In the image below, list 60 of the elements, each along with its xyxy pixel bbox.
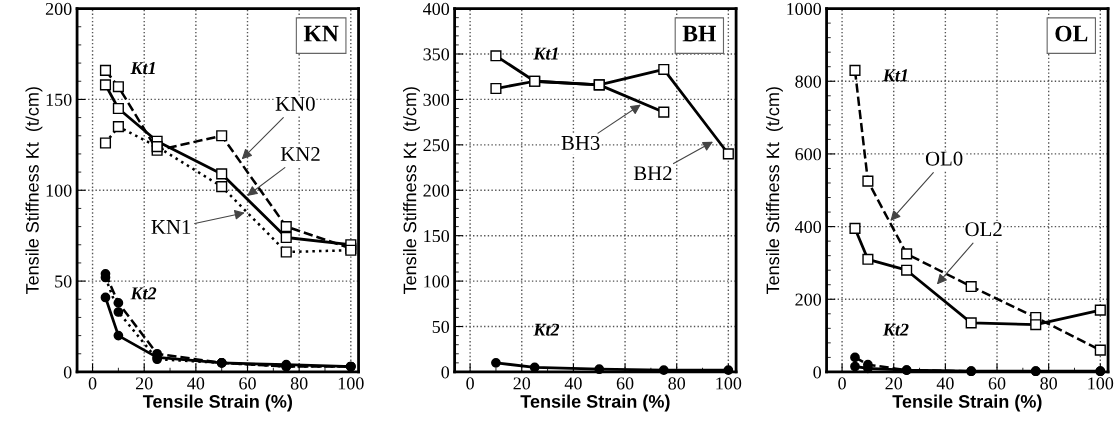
annotation: KN1 xyxy=(151,219,191,234)
x-tick-label: 0 xyxy=(838,377,846,390)
x-tick-label: 0 xyxy=(88,377,97,390)
x-tick-label: 100 xyxy=(716,377,742,390)
y-tick-label: 350 xyxy=(423,48,450,61)
y-tick-label: 200 xyxy=(423,184,450,197)
y-tick-label: 400 xyxy=(423,2,450,16)
annotation: Kt1 xyxy=(882,69,908,82)
y-tick-label: 100 xyxy=(46,184,72,197)
annotation: Kt2 xyxy=(882,323,909,336)
x-tick-label: 80 xyxy=(1040,377,1058,390)
y-tick-label: 200 xyxy=(795,293,822,306)
y-tick-label: 600 xyxy=(795,148,822,161)
x-tick-label: 40 xyxy=(564,377,582,390)
x-tick-label: 60 xyxy=(239,377,256,390)
y-tick-label: 200 xyxy=(45,2,72,16)
x-tick-label: 100 xyxy=(338,377,364,390)
x-tick-label: 0 xyxy=(466,377,474,390)
y-tick-label: 0 xyxy=(441,366,450,379)
annotation: BH2 xyxy=(633,166,672,181)
annotation: KN0 xyxy=(275,96,315,111)
x-axis-title: Tensile Strain (%) xyxy=(142,394,292,412)
x-tick-label: 60 xyxy=(616,377,634,390)
y-tick-label: 100 xyxy=(424,275,450,288)
x-tick-label: 20 xyxy=(885,377,903,390)
y-tick-label: 800 xyxy=(795,75,822,88)
annotation: Kt2 xyxy=(533,323,560,336)
annotation: Kt1 xyxy=(130,62,155,75)
y-tick-label: 0 xyxy=(813,366,822,379)
x-tick-label: 80 xyxy=(290,377,308,390)
y-tick-label: 400 xyxy=(794,220,822,234)
y-tick-label: 50 xyxy=(432,320,450,333)
y-axis-title: Tensile Stiffness Kt (t/cm) xyxy=(25,87,43,295)
x-axis-title: Tensile Strain (%) xyxy=(892,394,1042,412)
y-tick-label: 150 xyxy=(46,93,72,106)
y-tick-label: 1000 xyxy=(787,2,822,16)
x-tick-label: 20 xyxy=(513,377,531,390)
text: OL xyxy=(1055,25,1088,42)
x-tick-label: 40 xyxy=(187,377,205,390)
annotation: Kt2 xyxy=(130,287,157,300)
annotation: BH3 xyxy=(561,135,600,150)
y-tick-label: 250 xyxy=(423,139,450,152)
text: KN xyxy=(303,25,339,42)
y-tick-label: 50 xyxy=(55,275,72,288)
annotation: OL0 xyxy=(925,151,963,166)
x-tick-label: 60 xyxy=(988,377,1006,390)
text: BH xyxy=(682,25,717,42)
y-tick-label: 300 xyxy=(423,93,450,106)
x-tick-label: 100 xyxy=(1088,377,1114,390)
y-tick-label: 0 xyxy=(63,366,72,379)
y-axis-title: Tensile Stiffness Kt (t/cm) xyxy=(403,87,420,295)
annotation: KN2 xyxy=(280,147,320,161)
annotation: Kt1 xyxy=(533,47,558,60)
annotation: OL2 xyxy=(965,222,1002,237)
y-tick-label: 150 xyxy=(424,229,450,243)
x-tick-label: 40 xyxy=(936,377,954,390)
x-tick-label: 80 xyxy=(668,377,686,390)
x-axis-title: Tensile Strain (%) xyxy=(520,394,670,412)
x-tick-label: 20 xyxy=(135,377,153,390)
y-axis-title: Tensile Stiffness Kt (t/cm) xyxy=(766,87,783,295)
